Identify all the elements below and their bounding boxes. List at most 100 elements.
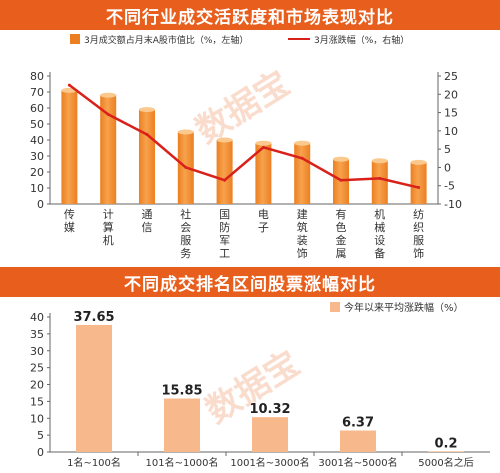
chart1-bar xyxy=(294,143,311,204)
left-tick-label: 80 xyxy=(30,70,44,83)
chart2-legend-swatch xyxy=(330,302,340,312)
chart1-line-point xyxy=(378,176,382,180)
chart1-category-label: 电子 xyxy=(258,208,269,234)
left-tick-label: 70 xyxy=(30,86,44,99)
chart1-bar xyxy=(410,162,427,204)
chart1-category-label: 建筑装饰 xyxy=(297,207,308,260)
chart1-category-label: 社会服务 xyxy=(180,207,191,260)
chart1-line-point xyxy=(339,178,343,182)
right-tick-label: 0 xyxy=(444,161,451,174)
chart2-bar xyxy=(428,451,464,452)
chart1-category-label: 纺织服饰 xyxy=(413,207,424,260)
category-char: 筑 xyxy=(297,220,308,234)
chart1-bar-group xyxy=(294,140,311,204)
chart1-bar-group xyxy=(139,107,155,204)
category-char: 建 xyxy=(297,207,308,221)
chart2-legend-label: 今年以来平均涨跌幅（%） xyxy=(344,301,464,314)
right-tick-label: -10 xyxy=(444,198,462,211)
chart1-line-point xyxy=(223,178,227,182)
chart1-bar-group xyxy=(216,137,233,204)
chart1-category-label: 通信 xyxy=(142,208,153,234)
chart1-category-label: 计算机 xyxy=(103,208,114,247)
left-tick-label: 40 xyxy=(30,134,44,147)
right-tick-label: 25 xyxy=(444,70,458,83)
category-char: 织 xyxy=(413,221,424,234)
chart1-line-point xyxy=(184,165,188,169)
chart1-category-label: 传媒 xyxy=(64,208,75,234)
chart2-category-label: 1001名~3000名 xyxy=(230,456,309,469)
chart1-bar xyxy=(216,140,233,204)
chart2-category-label: 1名~100名 xyxy=(67,456,121,469)
chart2-tick-label: 10 xyxy=(30,412,44,425)
chart2-tick-label: 25 xyxy=(30,362,44,375)
category-char: 电 xyxy=(258,208,269,221)
chart1-bar-cap xyxy=(410,159,427,165)
chart1-line-point xyxy=(417,186,421,190)
chart1-bar-group xyxy=(255,140,272,204)
left-tick-label: 30 xyxy=(30,150,44,163)
chart1-line-point xyxy=(67,83,71,87)
left-tick-label: 60 xyxy=(30,102,44,115)
chart2-data-label: 0.2 xyxy=(434,436,457,451)
chart1-bar-cap xyxy=(100,92,117,98)
chart1-bar-cap xyxy=(177,129,194,135)
right-tick-label: 5 xyxy=(444,143,451,156)
left-tick-label: 50 xyxy=(30,118,44,131)
chart2-rank-range-returns: 今年以来平均涨跌幅（%） 0 5 10 15 20 25 30 35 40 37.65 1名~100名… xyxy=(30,301,490,469)
category-char: 服 xyxy=(413,234,424,247)
chart1-return-line xyxy=(68,84,419,189)
chart2-category-label: 101名~1000名 xyxy=(146,456,219,469)
chart2-bar xyxy=(252,417,288,452)
category-char: 备 xyxy=(374,246,385,260)
chart1-bar-cap xyxy=(216,137,233,143)
legend-line-label: 3月涨跌幅（%，右轴） xyxy=(314,34,409,46)
chart1-category-label: 机械设备 xyxy=(374,207,385,260)
chart1-bar xyxy=(139,109,155,204)
chart1-bar-cap xyxy=(255,140,272,146)
chart2-category-label: 5000名之后 xyxy=(418,456,473,469)
legend-bar-label: 3月成交额占月末A股市值比（%，左轴） xyxy=(84,34,248,46)
right-tick-label: 10 xyxy=(444,125,458,138)
legend-bar-swatch xyxy=(70,34,80,44)
chart1-bar-group xyxy=(371,158,388,204)
chart2-tick-label: 30 xyxy=(30,345,44,358)
chart1-bar-group xyxy=(410,159,427,204)
chart2-tick-label: 40 xyxy=(30,311,44,324)
category-char: 国 xyxy=(219,208,230,221)
chart1-bar xyxy=(371,160,388,204)
chart1-bar-group xyxy=(100,92,117,204)
category-char: 色 xyxy=(336,220,347,234)
left-tick-label: 10 xyxy=(30,182,44,195)
category-char: 会 xyxy=(180,221,191,234)
category-char: 服 xyxy=(180,234,191,247)
chart1-bar-cap xyxy=(333,156,349,162)
chart1-legend: 3月成交额占月末A股市值比（%，左轴） 3月涨跌幅（%，右轴） xyxy=(70,34,409,46)
category-char: 计 xyxy=(103,208,114,221)
category-char: 械 xyxy=(374,220,385,234)
chart2-tick-label: 35 xyxy=(30,328,44,341)
chart2-category-label: 3001名~5000名 xyxy=(318,456,397,469)
chart2-bar xyxy=(76,324,112,452)
chart1-line-point xyxy=(300,156,304,160)
chart1-line-point xyxy=(106,112,110,116)
category-char: 机 xyxy=(374,207,385,221)
chart1-bar xyxy=(255,143,272,204)
chart2-data-label: 6.37 xyxy=(342,416,374,431)
chart1-category-label: 有色金属 xyxy=(336,207,347,260)
category-char: 设 xyxy=(374,234,385,247)
category-char: 饰 xyxy=(297,246,308,260)
category-char: 属 xyxy=(336,247,347,260)
category-char: 传 xyxy=(64,208,75,221)
right-tick-label: -5 xyxy=(444,180,455,193)
category-char: 社 xyxy=(180,207,191,221)
right-tick-label: 15 xyxy=(444,107,458,120)
chart1-line-point xyxy=(261,145,265,149)
category-char: 防 xyxy=(219,220,230,234)
chart1-title: 不同行业成交活跃度和市场表现对比 xyxy=(0,0,500,30)
category-char: 机 xyxy=(103,233,114,247)
chart2-tick-label: 0 xyxy=(37,446,44,459)
category-char: 子 xyxy=(258,221,269,234)
category-char: 算 xyxy=(103,220,114,234)
category-char: 饰 xyxy=(413,246,424,260)
chart1-bar-group xyxy=(61,87,78,204)
